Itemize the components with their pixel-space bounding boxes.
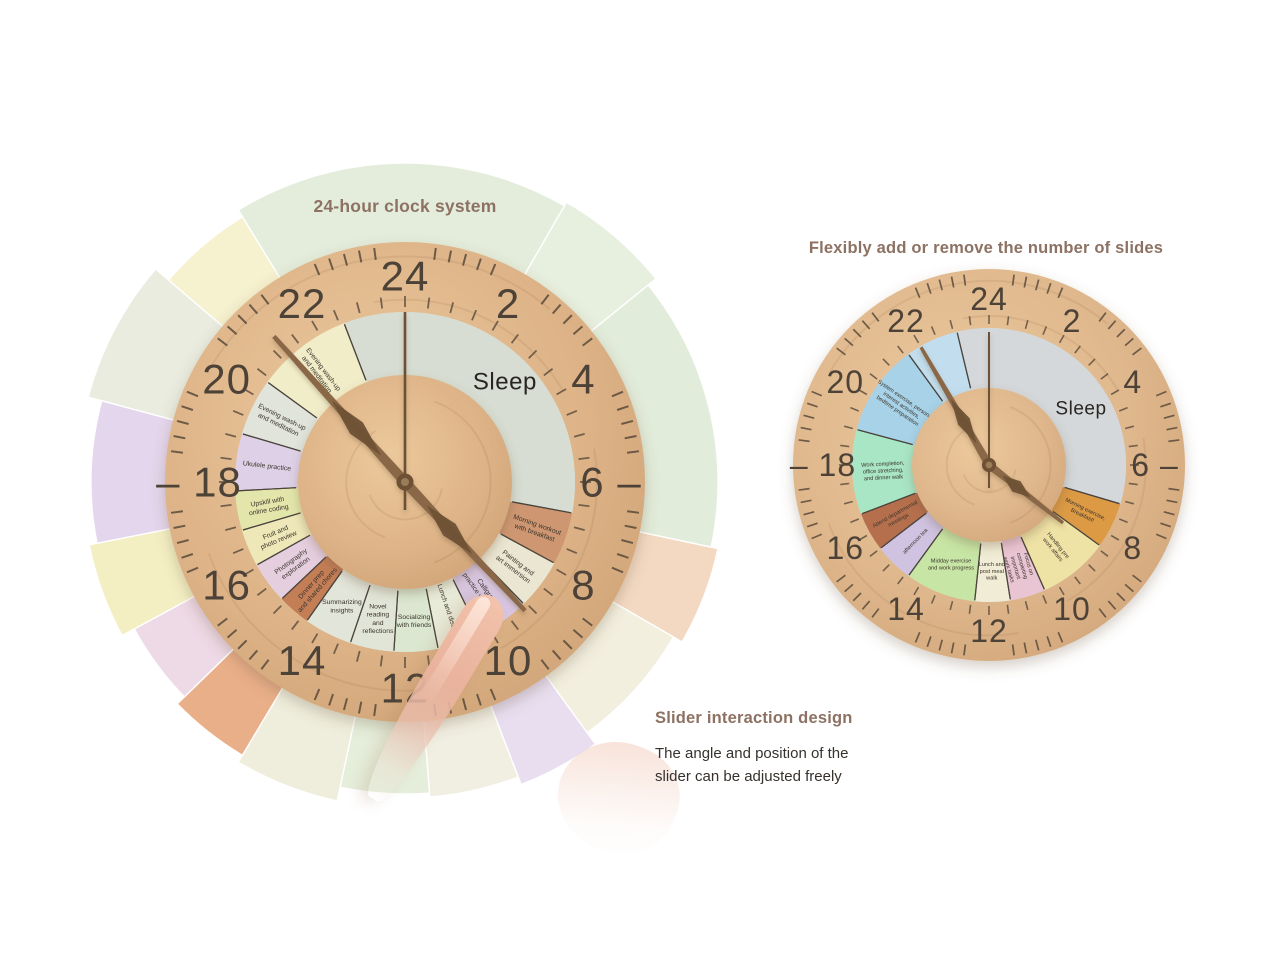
segment-divider xyxy=(861,492,916,515)
activity-segment-13[interactable] xyxy=(242,382,328,455)
slider-section-title: Slider interaction design xyxy=(655,709,853,727)
wood-grain xyxy=(962,315,1119,392)
wood-grain xyxy=(1066,437,1147,602)
activity-segment-4[interactable] xyxy=(974,533,1011,602)
activity-segment-12[interactable] xyxy=(235,433,313,491)
segment-divider xyxy=(956,332,972,389)
activity-segment-5[interactable] xyxy=(908,521,982,602)
activity-segment-10[interactable] xyxy=(242,509,321,566)
hour-number-16: 16 xyxy=(826,530,864,566)
right-hub-cap xyxy=(985,461,993,469)
right-clock-title: Flexibly add or remove the number of sli… xyxy=(808,239,1164,257)
activity-segment-11[interactable] xyxy=(235,487,313,531)
activity-segment-8[interactable] xyxy=(281,548,350,621)
activity-segment-9[interactable] xyxy=(256,529,336,600)
left-hands xyxy=(272,312,527,613)
segment-divider xyxy=(343,324,367,381)
activity-label-5: Midday exercise and work progress xyxy=(928,559,974,572)
activity-segment-1[interactable] xyxy=(489,499,573,564)
right-hands xyxy=(919,332,1065,525)
left-hub-cap xyxy=(401,478,409,486)
hour-number-6: 6 – xyxy=(1131,447,1178,483)
sleep-segment[interactable] xyxy=(344,312,575,513)
right-hour-hand xyxy=(982,458,1065,525)
activity-segment-6[interactable] xyxy=(880,507,949,576)
hour-number-10: 10 xyxy=(1053,591,1091,627)
hour-number-12: 12 xyxy=(381,665,430,712)
hour-number-20: 20 xyxy=(826,364,864,400)
wood-grain xyxy=(828,279,1109,374)
wood-grain xyxy=(373,298,564,392)
segment-divider xyxy=(512,501,572,514)
segment-divider xyxy=(1064,486,1120,505)
wood-grain xyxy=(368,488,443,521)
segment-divider xyxy=(236,487,297,492)
segment-divider xyxy=(908,528,944,576)
hour-number-2: 2 xyxy=(1063,303,1082,339)
segment-divider xyxy=(242,433,301,452)
hour-number-20: 20 xyxy=(202,356,251,403)
hour-number-18: – 18 xyxy=(156,459,242,506)
right-minute-hand xyxy=(919,346,995,472)
wood-grain xyxy=(945,427,975,506)
activity-segment-2[interactable] xyxy=(1017,505,1100,591)
activity-label-7: Summarizing insights xyxy=(322,599,362,614)
hour-number-6: 6 – xyxy=(580,459,641,506)
wood-grain xyxy=(208,255,551,370)
hour-number-14: 14 xyxy=(278,637,327,684)
wood-grain xyxy=(827,522,1019,637)
segment-divider xyxy=(1052,510,1100,546)
hour-number-14: 14 xyxy=(887,591,925,627)
activity-segment-7[interactable] xyxy=(861,489,935,549)
segment-divider xyxy=(306,570,343,621)
hour-number-16: 16 xyxy=(202,562,251,609)
wood-grain xyxy=(962,469,1017,493)
hour-number-12: 12 xyxy=(970,613,1008,649)
sleep-label: Sleep xyxy=(473,369,537,396)
hour-number-18: – 18 xyxy=(790,447,856,483)
segment-divider xyxy=(281,556,327,599)
left-minute-hand xyxy=(272,334,413,490)
hour-number-8: 8 xyxy=(571,562,595,609)
activity-label-4: Lunch and post meal walk xyxy=(979,562,1005,582)
slider-section-description: The angle and position of the slider can… xyxy=(655,745,849,786)
hour-number-24: 24 xyxy=(970,281,1008,317)
hour-number-24: 24 xyxy=(381,253,430,300)
segment-divider xyxy=(267,382,318,419)
sleep-label: Sleep xyxy=(1055,399,1106,420)
hour-number-8: 8 xyxy=(1123,530,1142,566)
hour-number-10: 10 xyxy=(484,637,533,684)
segment-divider xyxy=(974,543,982,601)
segment-divider xyxy=(1000,542,1011,600)
segment-divider xyxy=(880,512,927,549)
hour-number-4: 4 xyxy=(1123,364,1142,400)
segment-divider xyxy=(857,429,913,446)
segment-divider xyxy=(242,512,301,531)
wood-grain xyxy=(500,448,598,650)
activity-segment-3[interactable] xyxy=(999,528,1045,601)
wood-grain xyxy=(1009,406,1052,524)
segment-divider xyxy=(1020,536,1045,590)
wood-grain xyxy=(433,400,492,564)
hour-number-4: 4 xyxy=(571,356,595,403)
activity-segment-1[interactable] xyxy=(1045,484,1121,546)
activity-label-5: Socializing with friends xyxy=(396,614,432,629)
wood-grain xyxy=(345,430,386,539)
segment-divider xyxy=(500,533,554,564)
segment-divider xyxy=(908,354,944,402)
activity-segment-2[interactable] xyxy=(472,527,555,604)
hour-number-2: 2 xyxy=(496,280,520,327)
left-hour-hand xyxy=(397,474,527,613)
hour-number-22: 22 xyxy=(887,303,925,339)
left-clock-title: 24-hour clock system xyxy=(313,196,497,216)
right-tick-marks xyxy=(798,274,1180,656)
activity-segment-8[interactable] xyxy=(851,429,925,515)
activity-label-8: Work completion,office stretching,and di… xyxy=(861,461,906,483)
hour-number-22: 22 xyxy=(278,280,327,327)
segment-divider xyxy=(257,534,311,566)
